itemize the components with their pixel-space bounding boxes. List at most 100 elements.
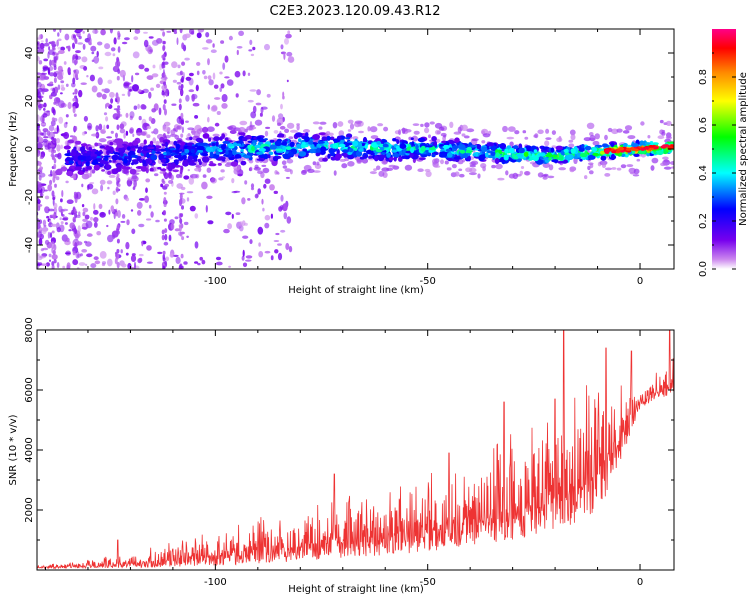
- spectrogram-ylabel: Frequency (Hz): [8, 111, 19, 187]
- heatmap-cell: [56, 125, 59, 133]
- heatmap-cell: [162, 31, 166, 37]
- heatmap-cell: [337, 121, 344, 127]
- heatmap-cell: [78, 35, 82, 40]
- heatmap-cell: [187, 127, 195, 131]
- heatmap-cell: [99, 179, 106, 185]
- heatmap-cell: [40, 34, 43, 40]
- heatmap-cell: [378, 170, 385, 177]
- heatmap-cell: [604, 149, 610, 153]
- heatmap-cell: [174, 216, 179, 220]
- heatmap-cell: [270, 213, 273, 219]
- heatmap-cell: [545, 128, 550, 134]
- heatmap-cell: [51, 254, 58, 260]
- x-tick-label: -50: [420, 577, 436, 588]
- heatmap-cell: [117, 210, 121, 218]
- heatmap-cell: [212, 133, 220, 137]
- heatmap-cell: [188, 162, 197, 166]
- heatmap-cell: [101, 169, 106, 172]
- heatmap-cell: [43, 42, 50, 47]
- heatmap-cell: [65, 180, 69, 184]
- heatmap-cell: [163, 99, 167, 104]
- heatmap-cell: [217, 162, 222, 166]
- heatmap-cell: [469, 172, 477, 176]
- heatmap-cell: [242, 235, 249, 239]
- heatmap-cell: [301, 170, 307, 175]
- heatmap-cell: [391, 149, 398, 153]
- heatmap-cell: [158, 153, 165, 160]
- colorbar-label: Normalized spectral amplitude: [738, 72, 749, 226]
- heatmap-cell: [285, 242, 290, 251]
- heatmap-cell: [466, 150, 471, 153]
- heatmap-cell: [39, 255, 46, 259]
- heatmap-cell: [444, 160, 449, 165]
- heatmap-cell: [121, 214, 126, 219]
- heatmap-cell: [197, 262, 201, 266]
- heatmap-cell: [42, 66, 49, 71]
- heatmap-cell: [120, 249, 123, 254]
- heatmap-cell: [138, 257, 143, 263]
- heatmap-cell: [43, 136, 49, 139]
- heatmap-cell: [131, 175, 139, 182]
- heatmap-cell: [107, 150, 111, 154]
- heatmap-cell: [146, 152, 150, 159]
- heatmap-cell: [467, 155, 471, 162]
- heatmap-cell: [125, 130, 129, 136]
- heatmap-cell: [286, 51, 293, 57]
- heatmap-cell: [75, 74, 78, 79]
- heatmap-cell: [262, 207, 265, 212]
- heatmap-cell: [75, 97, 79, 105]
- heatmap-cell: [296, 143, 302, 149]
- heatmap-cell: [155, 151, 162, 154]
- heatmap-cell: [37, 233, 41, 238]
- heatmap-cell: [246, 152, 254, 157]
- heatmap-cell: [376, 141, 382, 145]
- heatmap-cell: [196, 61, 201, 66]
- heatmap-cell: [607, 127, 613, 133]
- heatmap-cell: [548, 164, 554, 171]
- heatmap-cell: [240, 148, 244, 152]
- heatmap-cell: [646, 152, 650, 157]
- heatmap-cell: [121, 41, 128, 45]
- heatmap-cell: [173, 30, 178, 35]
- heatmap-cell: [138, 253, 144, 257]
- heatmap-cell: [58, 50, 65, 54]
- heatmap-cell: [353, 147, 358, 151]
- heatmap-cell: [86, 166, 92, 170]
- heatmap-cell: [441, 140, 446, 144]
- heatmap-cell: [207, 75, 212, 80]
- heatmap-cell: [570, 134, 576, 141]
- heatmap-cell: [72, 259, 79, 266]
- heatmap-cell: [318, 132, 326, 136]
- heatmap-cell: [245, 255, 253, 259]
- heatmap-cell: [248, 49, 253, 52]
- heatmap-cell: [542, 176, 548, 180]
- heatmap-cell: [201, 156, 210, 163]
- heatmap-cell: [178, 224, 182, 228]
- heatmap-cell: [51, 149, 55, 155]
- heatmap-cell: [307, 168, 315, 173]
- heatmap-cell: [178, 156, 184, 161]
- heatmap-cell: [37, 43, 41, 50]
- heatmap-cell: [158, 107, 162, 116]
- heatmap-cell: [165, 154, 172, 159]
- heatmap-cell: [164, 183, 170, 188]
- heatmap-cell: [228, 126, 234, 131]
- heatmap-cell: [592, 140, 600, 146]
- heatmap-cell: [545, 137, 552, 141]
- heatmap-cell: [411, 141, 415, 147]
- heatmap-cell: [241, 197, 246, 205]
- heatmap-cell: [89, 156, 97, 160]
- heatmap-cell: [534, 133, 539, 139]
- heatmap-cell: [98, 203, 103, 210]
- heatmap-cell: [303, 129, 310, 133]
- heatmap-cell: [168, 179, 174, 184]
- heatmap-cell: [146, 134, 151, 139]
- heatmap-cell: [221, 133, 226, 140]
- heatmap-cell: [109, 29, 113, 34]
- heatmap-cell: [62, 217, 68, 221]
- heatmap-cell: [361, 158, 369, 164]
- heatmap-cell: [219, 71, 223, 75]
- heatmap-cell: [264, 138, 268, 141]
- heatmap-cell: [40, 193, 44, 197]
- heatmap-cell: [53, 29, 56, 32]
